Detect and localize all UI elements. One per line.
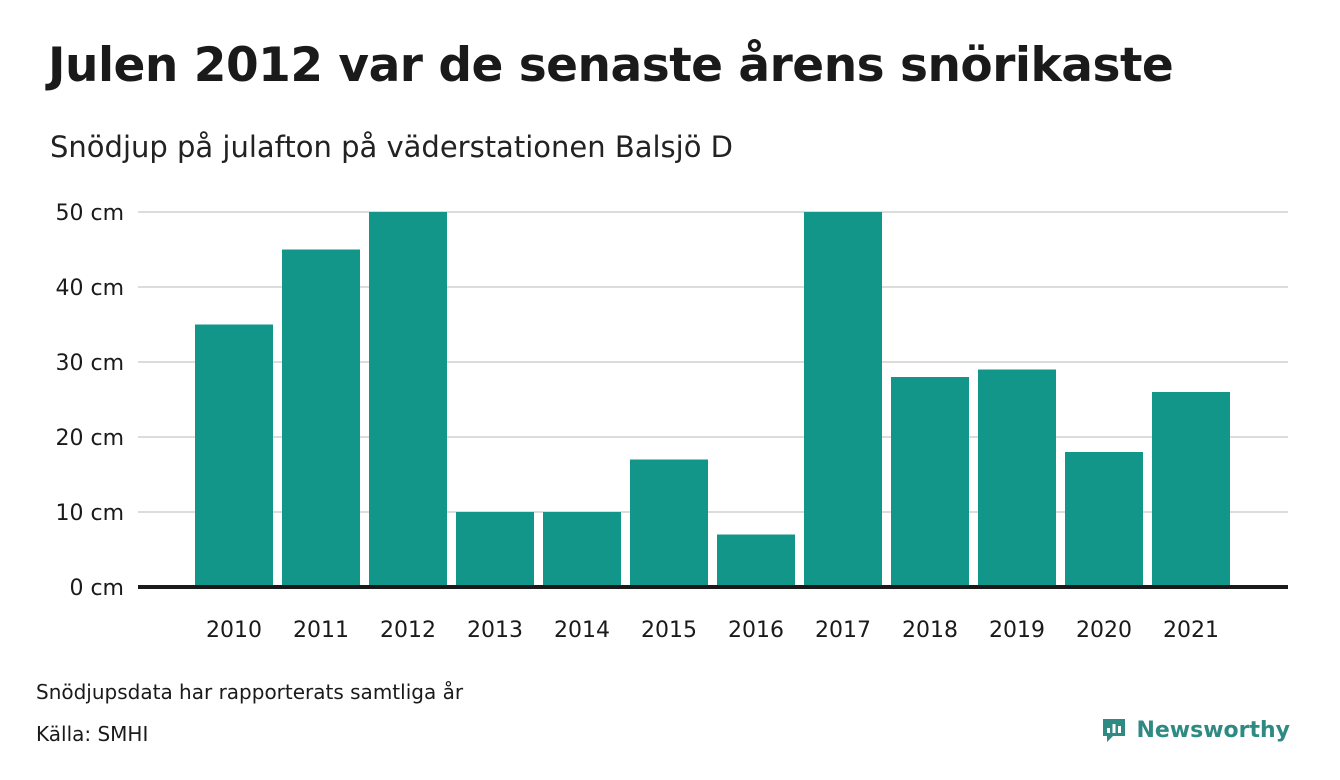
x-tick-label: 2015 xyxy=(641,618,697,643)
bar-2019 xyxy=(978,369,1056,587)
x-tick-label: 2020 xyxy=(1076,618,1132,643)
x-tick-label: 2011 xyxy=(293,618,349,643)
bar-2010 xyxy=(195,324,273,587)
bars xyxy=(195,212,1230,587)
x-tick-label: 2016 xyxy=(728,618,784,643)
x-axis-ticks: 2010 2011 2012 2013 2014 2015 2016 2017 2018 2019… xyxy=(206,618,1219,643)
footnote: Snödjupsdata har rapporterats samtliga å… xyxy=(36,680,464,704)
y-tick-label: 30 cm xyxy=(55,351,124,376)
brand-logo: Newsworthy xyxy=(1100,716,1290,744)
x-tick-label: 2019 xyxy=(989,618,1045,643)
bar-2016 xyxy=(717,534,795,587)
bar-2013 xyxy=(456,512,534,587)
chart-title: Julen 2012 var de senaste årens snörikas… xyxy=(48,38,1174,93)
y-tick-label: 0 cm xyxy=(69,576,124,601)
chart-subtitle: Snödjup på julafton på väderstationen Ba… xyxy=(50,130,734,164)
x-tick-label: 2018 xyxy=(902,618,958,643)
x-tick-label: 2014 xyxy=(554,618,610,643)
x-tick-label: 2017 xyxy=(815,618,871,643)
bar-2021 xyxy=(1152,392,1230,587)
y-tick-label: 10 cm xyxy=(55,501,124,526)
x-tick-label: 2021 xyxy=(1163,618,1219,643)
bar-2014 xyxy=(543,512,621,587)
bar-2020 xyxy=(1065,452,1143,587)
bar-2012 xyxy=(369,212,447,587)
bar-2018 xyxy=(891,377,969,587)
bar-2017 xyxy=(804,212,882,587)
x-tick-label: 2012 xyxy=(380,618,436,643)
y-tick-label: 20 cm xyxy=(55,426,124,451)
brand-name: Newsworthy xyxy=(1136,717,1290,743)
x-tick-label: 2010 xyxy=(206,618,262,643)
source-credit: Källa: SMHI xyxy=(36,722,149,746)
bar-2011 xyxy=(282,249,360,587)
y-axis-ticks: 0 cm 10 cm 20 cm 30 cm 40 cm 50 cm xyxy=(55,201,124,601)
y-tick-label: 50 cm xyxy=(55,201,124,226)
bar-2015 xyxy=(630,459,708,587)
newsworthy-logo-icon xyxy=(1103,719,1126,742)
y-tick-label: 40 cm xyxy=(55,276,124,301)
x-tick-label: 2013 xyxy=(467,618,523,643)
